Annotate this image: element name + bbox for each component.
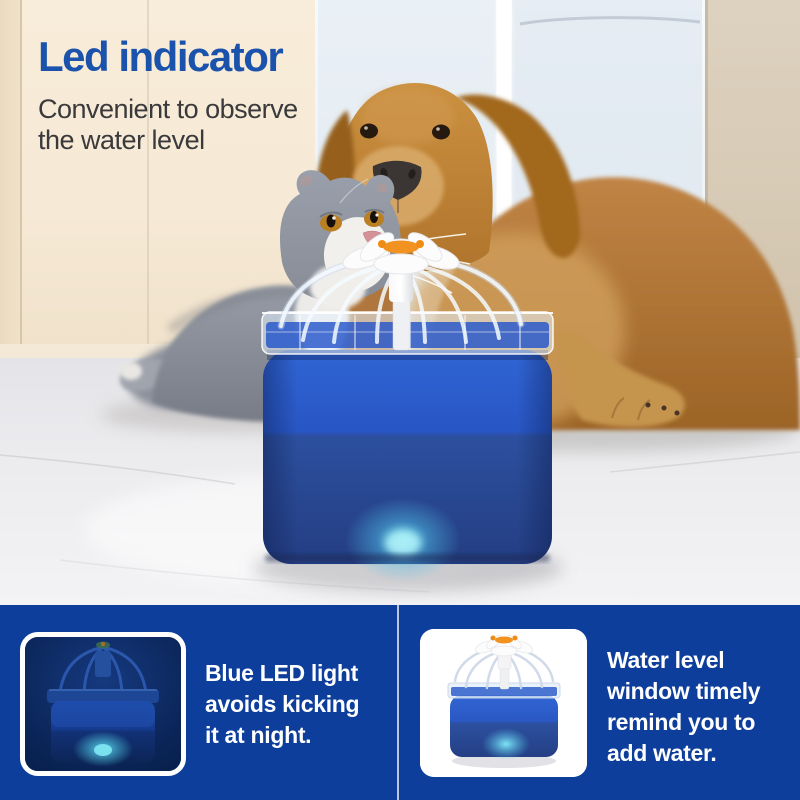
flower-spout [342,232,460,351]
dog-eye-right [432,124,450,140]
headline-block: Led indicator Convenient to observe the … [38,33,298,156]
night-fountain-image [25,637,181,771]
lifestyle-photo: Led indicator Convenient to observe the … [0,0,800,605]
water-level-caption: Water level window timely remind you to … [607,645,761,769]
mini-water-level-window [451,687,557,696]
caption-line: add water. [607,740,717,766]
cream-wall [0,0,315,362]
night-mode-card [20,632,186,776]
flower-center [383,240,419,254]
mini-led-glow [482,728,530,760]
dog-right-ear [455,94,580,258]
page-title: Led indicator [38,33,284,80]
daylight-fountain-image [420,629,587,777]
vertical-divider [397,605,399,800]
caption-line: Blue LED light [205,660,358,686]
page-subtitle: Convenient to observe the water level [38,94,298,156]
mini-flower-center [495,636,513,644]
feature-band: Blue LED light avoids kicking it at nigh… [0,605,800,800]
night-water-arcs [58,645,148,695]
dog-eye-left [360,123,378,139]
caption-line: it at night. [205,722,312,748]
scene-illustration [0,16,800,593]
subtitle-line-1: Convenient to observe [38,94,298,125]
dog-front-paw [556,332,685,428]
water-fountain [253,232,563,592]
window-transom [519,16,701,26]
door-frame [0,0,22,352]
caption-line: Water level [607,647,725,673]
caption-line: avoids kicking [205,691,360,717]
night-mode-caption: Blue LED light avoids kicking it at nigh… [205,658,360,751]
subtitle-line-2: the water level [38,125,205,156]
caption-line: window timely [607,678,761,704]
wall-corner-line [147,0,149,348]
water-level-card [420,629,587,777]
caption-line: remind you to [607,709,756,735]
